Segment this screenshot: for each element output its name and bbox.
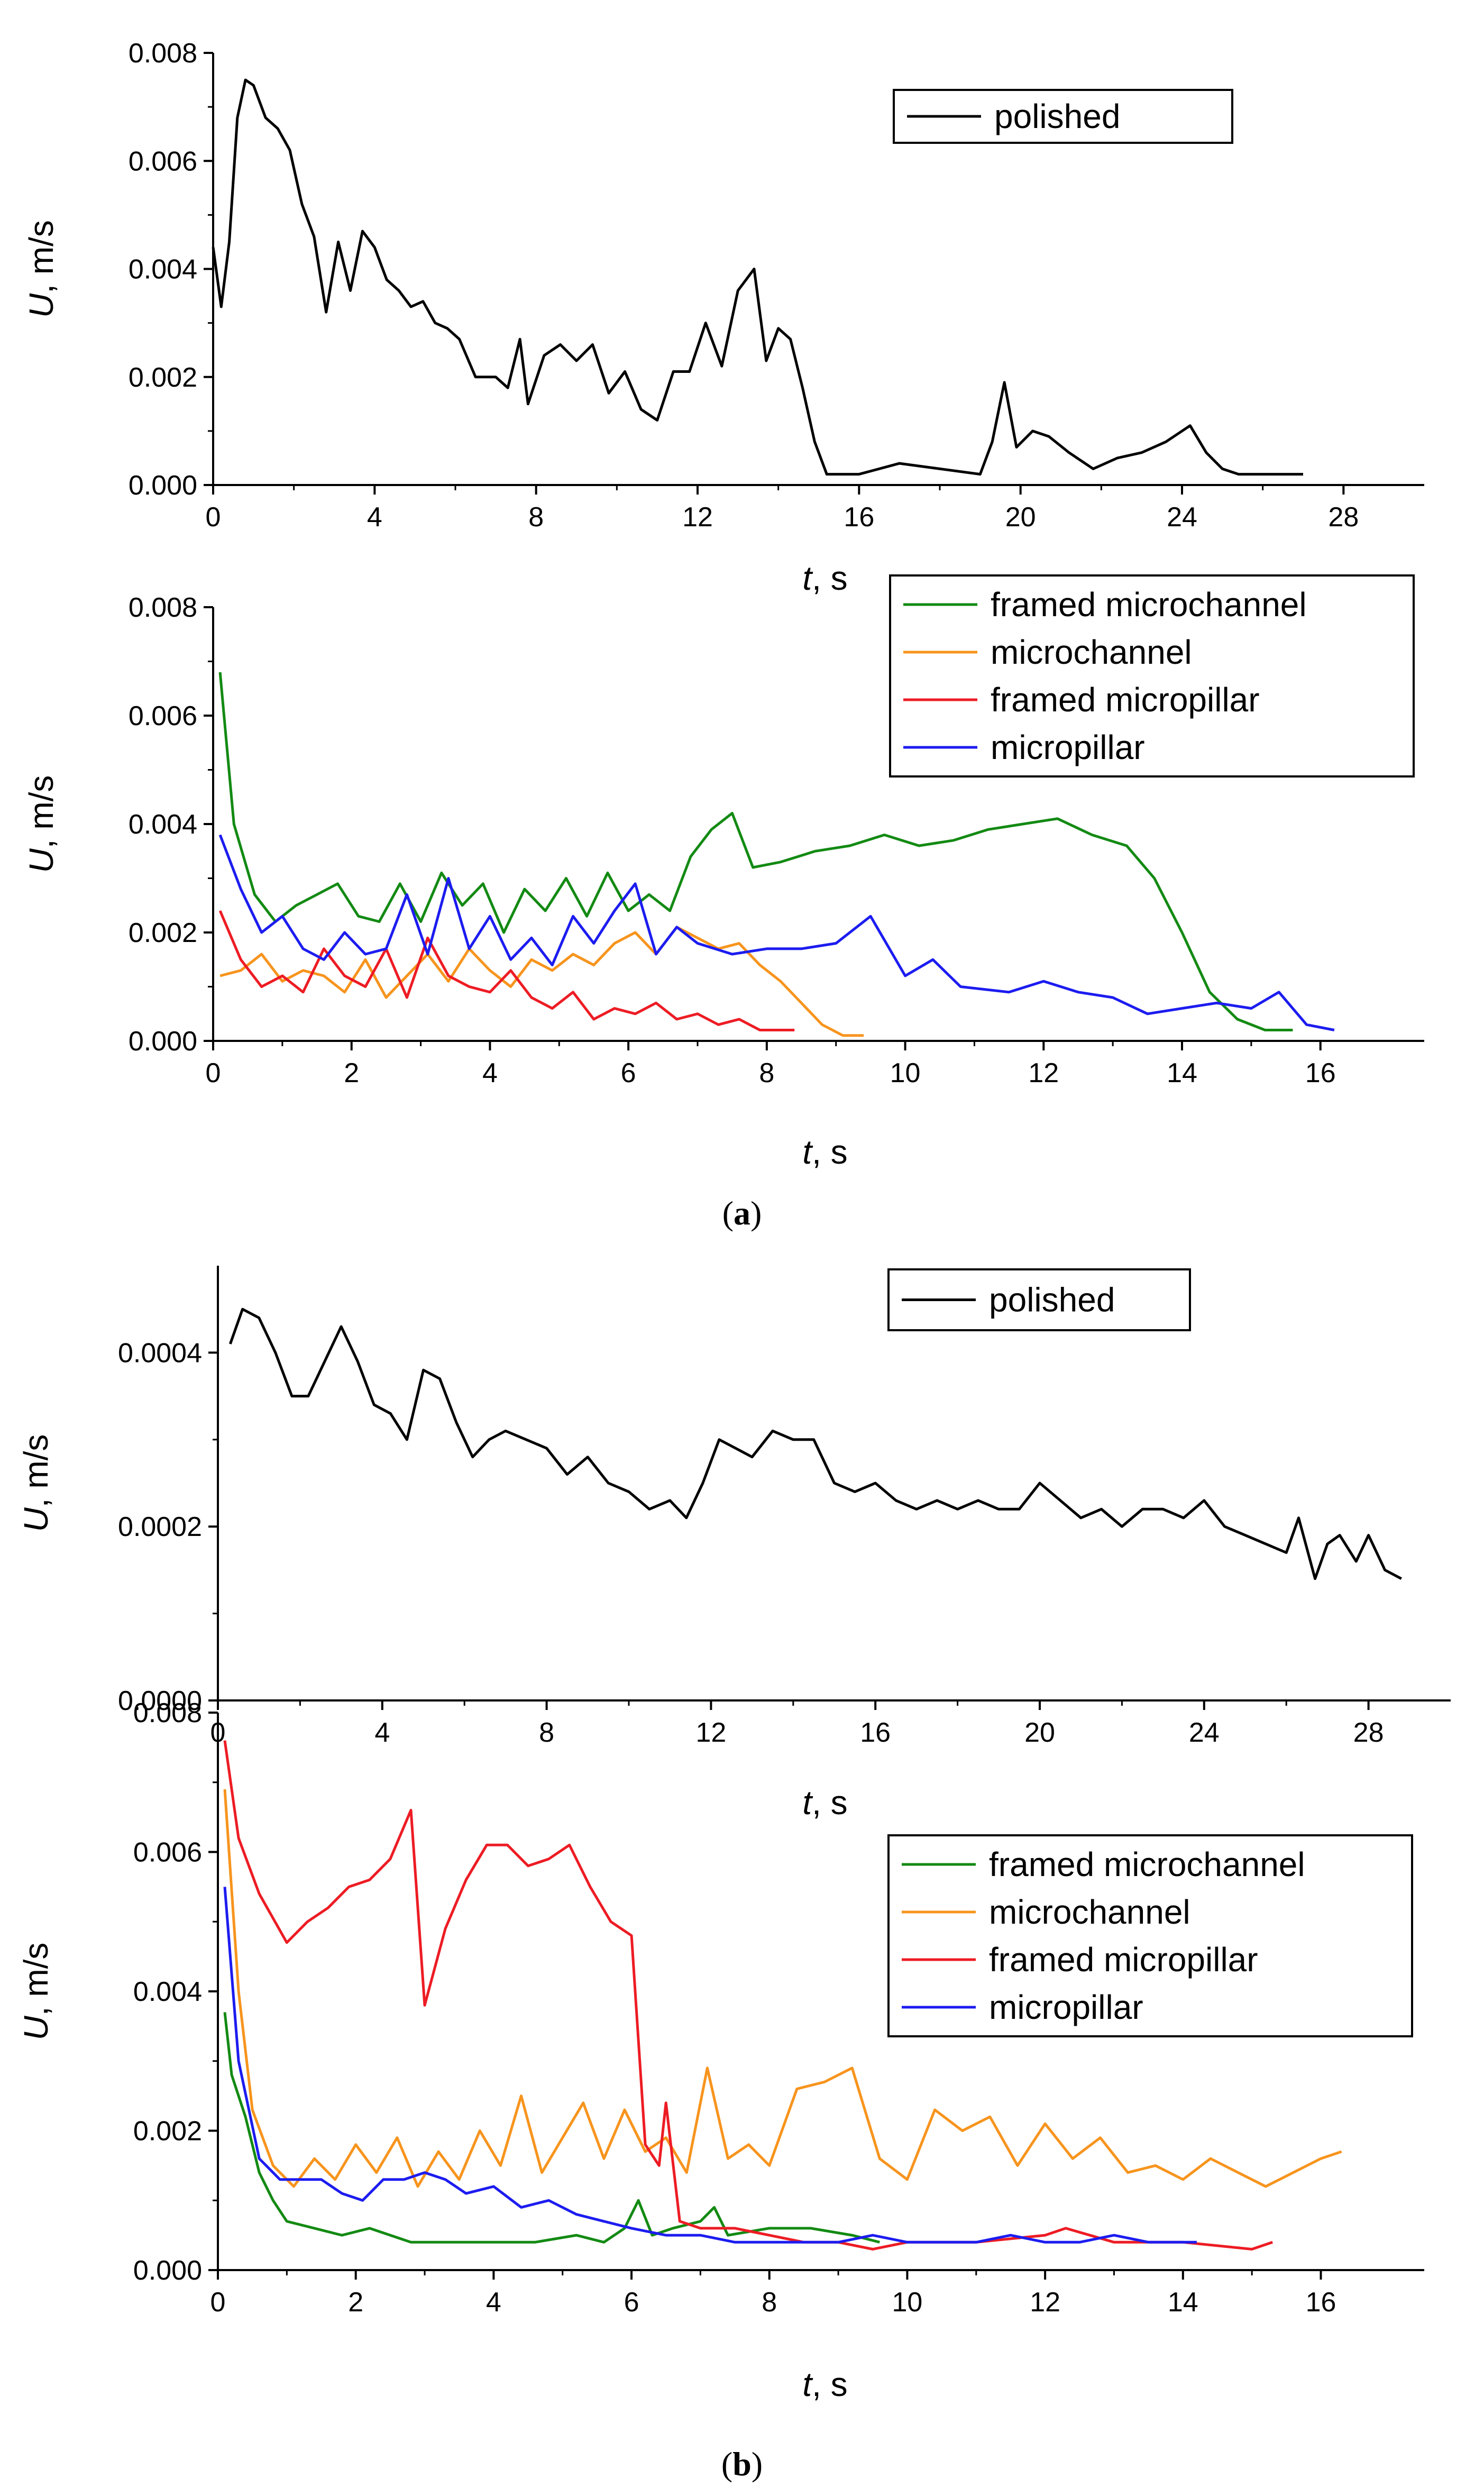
series-line-framed-micropillar (218, 910, 795, 1031)
legend-label-framed-micropillar: framed micropillar (989, 1941, 1258, 1979)
legend-label-framed-microchannel: framed microchannel (989, 1845, 1305, 1883)
x-tick-label: 4 (367, 502, 382, 533)
y-axis-label: U, m/s (22, 775, 60, 873)
y-tick-label: 0.006 (129, 146, 197, 177)
x-tick-label: 4 (482, 1058, 498, 1088)
legend: polished (887, 1268, 1191, 1331)
legend: polished (893, 89, 1233, 144)
x-tick-label: 28 (1353, 1717, 1384, 1748)
y-axis-label: U, m/s (22, 220, 60, 318)
x-tick-label: 12 (1028, 1058, 1059, 1088)
legend-label-microchannel: microchannel (991, 633, 1192, 671)
x-tick-label: 8 (539, 1717, 554, 1748)
series-line-micropillar (223, 1887, 1197, 2244)
x-tick-label: 10 (890, 1058, 921, 1088)
legend-box (889, 574, 1415, 778)
x-tick-label: 12 (682, 502, 713, 533)
y-tick-label: 0.008 (129, 38, 197, 69)
x-tick-label: 24 (1189, 1717, 1220, 1748)
x-tick-label: 24 (1167, 502, 1197, 533)
legend-label-microchannel: microchannel (989, 1893, 1190, 1931)
x-axis-label: t, s (802, 1133, 847, 1171)
x-axis-label: t, s (802, 559, 847, 597)
legend: framed microchannel microchannel framed mi… (887, 1834, 1413, 2037)
x-tick-label: 8 (528, 502, 544, 533)
figure-label-b: (b) (721, 2445, 763, 2483)
y-tick-label: 0.0004 (118, 1338, 202, 1368)
x-tick-label: 2 (344, 1058, 359, 1088)
legend-label-framed-micropillar: framed micropillar (991, 681, 1260, 719)
x-tick-label: 16 (860, 1717, 891, 1748)
legend: framed microchannel microchannel framed mi… (889, 574, 1415, 778)
legend-label-micropillar: micropillar (989, 1988, 1143, 2026)
x-tick-label: 14 (1168, 2287, 1198, 2318)
x-tick-label: 10 (892, 2287, 923, 2318)
x-tick-label: 0 (210, 2287, 226, 2318)
series-line-framed-microchannel (223, 2012, 880, 2244)
series-line-polished (228, 1307, 1402, 1580)
series-line-microchannel (219, 926, 864, 1037)
x-tick-label: 0 (206, 502, 221, 533)
x-tick-label: 16 (1306, 2287, 1336, 2318)
x-tick-label: 6 (624, 2287, 639, 2318)
legend-label-polished: polished (989, 1281, 1115, 1319)
legend-label-micropillar: micropillar (991, 728, 1145, 766)
x-tick-label: 8 (759, 1058, 774, 1088)
x-tick-label: 14 (1167, 1058, 1197, 1088)
x-tick-label: 20 (1024, 1717, 1055, 1748)
y-axis-label: U, m/s (17, 1434, 55, 1532)
y-tick-label: 0.002 (129, 918, 197, 948)
x-tick-label: 12 (1030, 2287, 1060, 2318)
series-line-framed-microchannel (218, 672, 1293, 1031)
x-tick-label: 4 (374, 1717, 390, 1748)
chart-b-bottom: 0 2 4 6 8 10 12 14 160.0000.0020.0040.0060.008t,… (17, 1698, 1424, 2403)
y-tick-label: 0.008 (133, 1698, 202, 1728)
x-tick-label: 2 (348, 2287, 363, 2318)
x-tick-label: 0 (206, 1058, 221, 1088)
y-tick-label: 0.002 (133, 2116, 202, 2147)
y-tick-label: 0.0000 (118, 1686, 202, 1716)
x-tick-label: 6 (621, 1058, 636, 1088)
legend-box (887, 1834, 1413, 2037)
x-tick-label: 28 (1328, 502, 1359, 533)
series-line-micropillar (218, 834, 1335, 1031)
series-line-polished (212, 78, 1303, 476)
y-tick-label: 0.004 (133, 1977, 202, 2007)
x-tick-label: 16 (1305, 1058, 1336, 1088)
x-tick-label: 12 (695, 1717, 726, 1748)
x-tick-label: 4 (486, 2287, 501, 2318)
figure-label-a: (a) (722, 1194, 762, 1232)
x-tick-label: 16 (844, 502, 874, 533)
y-tick-label: 0.002 (129, 362, 197, 393)
legend-label-polished: polished (994, 97, 1120, 135)
series-line-microchannel (223, 1789, 1342, 2188)
y-tick-label: 0.004 (129, 254, 197, 285)
y-tick-label: 0.004 (129, 809, 197, 840)
y-tick-label: 0.0002 (118, 1512, 202, 1542)
x-axis-label: t, s (802, 2365, 847, 2403)
y-tick-label: 0.006 (129, 701, 197, 731)
x-axis-label: t, s (802, 1783, 847, 1822)
legend-label-framed-microchannel: framed microchannel (991, 586, 1307, 624)
y-tick-label: 0.008 (129, 592, 197, 623)
chart-a-top: 0 4 8 12 16 20 24 28 0.000 0.002 0.004 0.006 0.008 t,… (22, 38, 1424, 597)
chart-a-bottom: 0 2 4 6 8 10 12 14 16 0.000 0.002 0.004 0.006 0.008 t,… (22, 574, 1424, 1171)
x-tick-label: 20 (1005, 502, 1036, 533)
y-tick-label: 0.000 (133, 2255, 202, 2286)
y-axis-label: U, m/s (17, 1943, 55, 2041)
x-tick-label: 8 (762, 2287, 777, 2318)
y-tick-label: 0.000 (129, 470, 197, 501)
y-tick-label: 0.006 (133, 1837, 202, 1868)
y-tick-label: 0.000 (129, 1026, 197, 1057)
